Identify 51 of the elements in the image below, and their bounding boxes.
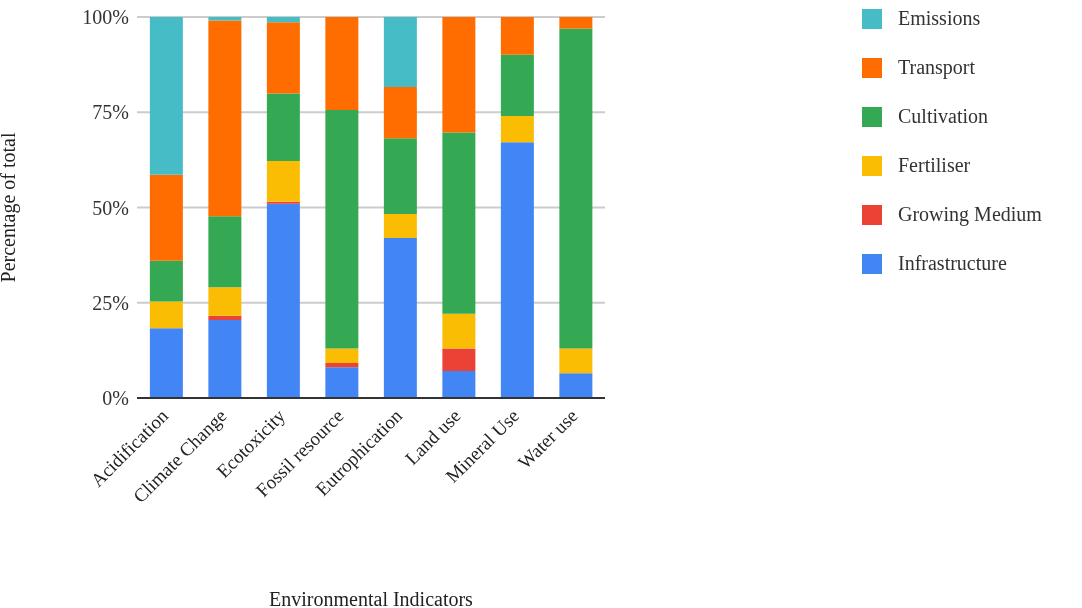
bar [325, 348, 359, 363]
bar [383, 213, 417, 238]
bar [383, 237, 417, 398]
legend-label: Growing Medium [898, 203, 1042, 226]
bar [266, 93, 300, 162]
legend-label: Emissions [898, 7, 981, 30]
bar [442, 17, 476, 133]
bar [325, 367, 359, 398]
bar [266, 161, 300, 202]
bar [208, 315, 242, 320]
legend-label: Fertiliser [898, 154, 971, 177]
bar [442, 370, 476, 398]
bar [325, 17, 359, 110]
bar [208, 20, 242, 217]
bar [149, 301, 183, 329]
y-axis-title: Percentage of total [0, 132, 21, 283]
y-tick-label: 50% [92, 196, 129, 219]
bar [559, 28, 593, 349]
bar [559, 373, 593, 398]
bar [383, 87, 417, 139]
bar [149, 260, 183, 302]
y-tick-label: 75% [92, 101, 129, 124]
bar [442, 132, 476, 314]
bar [208, 216, 242, 288]
bar [442, 313, 476, 349]
bar [383, 138, 417, 214]
legend-label: Infrastructure [898, 252, 1007, 275]
bar [208, 319, 242, 398]
bar [266, 203, 300, 398]
bar [559, 17, 593, 29]
bar [383, 17, 417, 88]
bar [149, 17, 183, 175]
bar [149, 328, 183, 398]
y-tick-label: 100% [82, 6, 129, 29]
x-axis-title: Environmental Indicators [269, 588, 474, 608]
legend-label: Transport [898, 56, 976, 79]
y-tick-label: 25% [92, 291, 129, 314]
bar [325, 109, 359, 349]
bar [500, 142, 534, 398]
bar [500, 54, 534, 117]
y-tick-label: 0% [102, 387, 129, 410]
bar [325, 362, 359, 368]
bar [208, 287, 242, 316]
bar [442, 348, 476, 371]
bar [266, 17, 300, 23]
bar [500, 116, 534, 143]
bar [559, 348, 593, 374]
bar [266, 22, 300, 94]
bar [500, 17, 534, 55]
legend-label: Cultivation [898, 105, 988, 128]
bar [149, 174, 183, 261]
